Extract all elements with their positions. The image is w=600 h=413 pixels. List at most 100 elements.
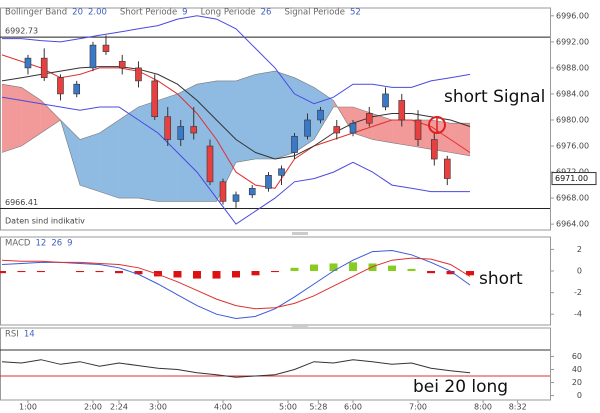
panel-frame <box>0 7 551 231</box>
candle-body <box>73 83 81 95</box>
y-tick-label: 60 <box>572 352 582 361</box>
y-tick-label: 6996.00 <box>556 11 589 20</box>
cloud-segment <box>255 71 275 160</box>
x-tick-label: 8:00 <box>474 403 492 412</box>
x-tick-label: 2:00 <box>84 403 102 412</box>
candle-body <box>365 113 373 124</box>
indicator-label: Short Periode <box>120 8 177 18</box>
cloud-segment <box>138 100 158 202</box>
panel-handle <box>292 232 308 235</box>
histogram-bar <box>153 271 162 277</box>
candle-body <box>414 119 422 140</box>
y-tick-label: 6976.00 <box>556 142 589 151</box>
candle-body <box>24 57 32 69</box>
histogram-bar <box>251 271 260 276</box>
histogram-bar <box>290 267 299 272</box>
indicator-param: 26 <box>51 239 62 249</box>
y-tick-label: 6980.00 <box>556 115 589 124</box>
histogram-bar <box>192 271 201 279</box>
candle-body <box>135 67 142 82</box>
x-tick-label: 5:00 <box>279 403 297 412</box>
indicator-param: 9 <box>67 239 72 249</box>
candle-body <box>443 158 451 179</box>
indicator-param: 9 <box>182 8 187 18</box>
line <box>1 359 471 378</box>
x-tick-label: 7:00 <box>409 403 427 412</box>
histogram-bar <box>271 271 279 273</box>
candle-body <box>382 93 389 108</box>
y-tick-label: 6984.00 <box>556 89 589 98</box>
candle-body <box>265 175 272 189</box>
x-tick-label: 2:24 <box>110 403 128 412</box>
cloud-segment <box>450 123 471 156</box>
candle-body <box>40 57 48 78</box>
indicator-label: MACD <box>5 239 31 249</box>
last-price-label: 6971.00 <box>555 174 588 183</box>
x-tick-label: 3:00 <box>149 403 167 412</box>
panel-handle <box>292 326 308 329</box>
line <box>1 249 471 320</box>
candle-body <box>206 145 214 183</box>
line <box>1 54 471 189</box>
y-tick-label: 2 <box>577 245 582 254</box>
y-tick-label: 0 <box>577 267 582 276</box>
histogram-bar <box>212 271 221 279</box>
candle-body <box>102 44 110 52</box>
histogram-bar <box>134 271 143 275</box>
candle-body <box>89 44 97 69</box>
histogram-bar <box>329 263 338 272</box>
histogram-bar <box>17 271 26 273</box>
y-tick-label: 6988.00 <box>556 63 589 72</box>
cloud-segment <box>216 80 236 202</box>
candle-body <box>118 61 126 69</box>
histogram-bar <box>0 271 6 274</box>
x-tick-label: 4:00 <box>214 403 232 412</box>
level-label: 6966.41 <box>5 198 38 207</box>
line <box>1 70 471 157</box>
indicator-label: Signal Periode <box>284 8 345 18</box>
cloud-segment <box>196 80 217 202</box>
cloud-segment <box>118 106 139 199</box>
histogram-bar <box>95 271 104 273</box>
y-tick-label: 6968.00 <box>556 194 589 203</box>
level-label: 6992.73 <box>5 27 38 36</box>
histogram-bar <box>427 271 436 274</box>
histogram-bar <box>75 271 84 273</box>
indicator-param: 52 <box>350 8 361 18</box>
histogram-bar <box>231 271 240 278</box>
candle-body <box>317 109 324 121</box>
histogram-bar <box>446 271 455 275</box>
y-tick-label: -4 <box>574 310 582 319</box>
candle-body <box>232 194 240 202</box>
indicator-label: RSI <box>5 330 19 340</box>
panel-frame <box>0 236 551 326</box>
cloud-segment <box>157 93 178 202</box>
indicator-label: Bollinger Band <box>5 8 67 18</box>
line <box>1 96 470 225</box>
candle-body <box>291 135 298 153</box>
candle-body <box>278 168 285 176</box>
plot-layer: 6964.00 6968.00 6972.00 6976.00 6980.00 6984.… <box>0 7 597 412</box>
y-tick-label: 6964.00 <box>556 220 589 229</box>
candle-body <box>177 126 185 140</box>
y-tick-label: 40 <box>572 365 582 374</box>
cloud-segment <box>235 74 256 163</box>
x-tick-label: 5:28 <box>309 403 327 412</box>
cloud-segment <box>372 113 393 143</box>
candle-body <box>430 139 438 160</box>
y-tick-label: 20 <box>572 378 582 387</box>
y-tick-label: 6992.00 <box>556 37 589 46</box>
indicator-param: 14 <box>24 330 35 340</box>
histogram-bar <box>173 271 182 278</box>
panel-frame <box>0 327 551 401</box>
histogram-bar <box>114 271 123 274</box>
histogram-bar <box>407 268 416 272</box>
y-tick-label: -2 <box>574 288 582 297</box>
candle-body <box>190 126 198 134</box>
histogram-bar <box>388 265 397 272</box>
candle-body <box>248 188 256 196</box>
y-tick-label: 0 <box>577 391 582 400</box>
candle-body <box>219 181 227 202</box>
line <box>1 66 471 160</box>
